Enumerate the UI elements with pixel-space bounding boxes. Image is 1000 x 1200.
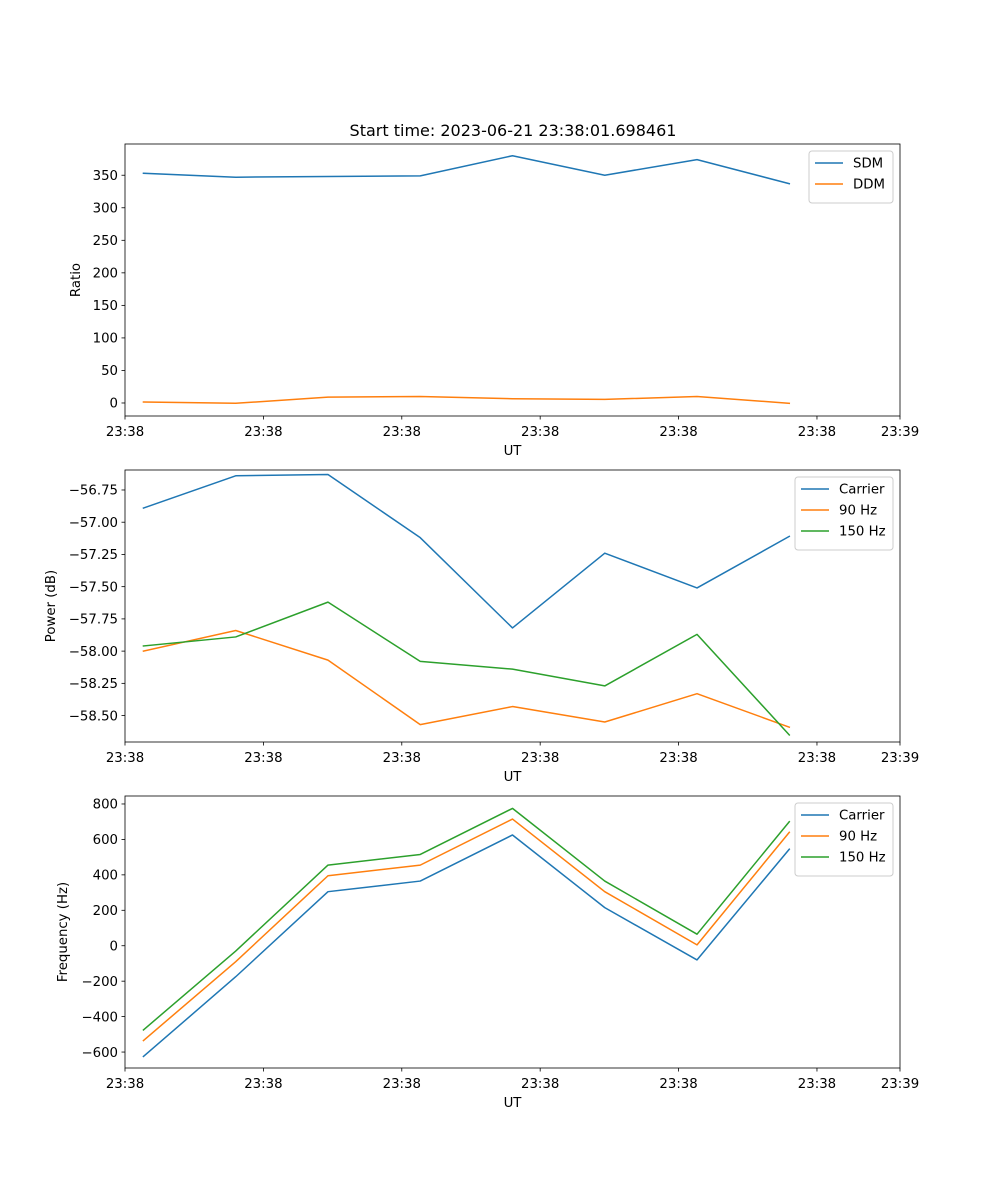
y-tick-label: −57.25 [69,548,118,563]
x-tick-label: 23:38 [659,751,697,766]
x-tick-label: 23:38 [798,751,836,766]
legend-entry: 90 Hz [839,504,877,519]
x-tick-label: 23:38 [244,751,282,766]
legend-entry: Carrier [839,483,885,498]
y-tick-label: 600 [93,833,118,848]
chart-panel-1: 23:38 23:38 23:38 23:38 23:38 23:38 23:39 0 50 10… [69,143,919,459]
chart-panel-3: 23:38 23:38 23:38 23:38 23:38 23:38 23:39 −600 −… [56,795,919,1111]
figure-title: Start time: 2023-06-21 23:38:01.698461 [350,121,677,140]
y-tick-label: 300 [93,201,118,216]
y-tick-label: 50 [101,364,118,379]
x-tick-label: 23:38 [383,1077,421,1092]
y-tick-label: 0 [110,939,118,954]
y-tick-label: −58.25 [69,677,118,692]
x-axis-label: UT [504,1096,523,1111]
x-tick-label: 23:38 [521,425,559,440]
y-tick-label: −200 [81,975,118,990]
legend-box [808,150,894,204]
legend-entry: SDM [853,157,883,172]
x-axis-label: UT [504,770,523,785]
x-tick-label: 23:38 [106,425,144,440]
x-tick-label: 23:38 [244,425,282,440]
legend-entry: 150 Hz [839,525,886,540]
axes-frame [124,143,901,417]
y-tick-label: −57.00 [69,516,118,531]
y-tick-label: 200 [93,904,118,919]
series-line-ddm [142,395,791,405]
series-line-sdm [142,154,791,185]
series-line-carrier [142,834,791,1058]
series-line-90-hz [142,818,791,1042]
y-tick-label: 800 [93,798,118,813]
y-axis-label: Power (dB) [44,570,59,642]
x-tick-label: 23:39 [881,1077,919,1092]
x-tick-label: 23:38 [383,425,421,440]
y-tick-label: 350 [93,169,118,184]
series-line-carrier [142,473,791,629]
series-line-150-hz [142,601,791,736]
y-tick-label: 0 [110,397,118,412]
x-tick-label: 23:38 [659,425,697,440]
x-tick-label: 23:38 [798,1077,836,1092]
y-tick-label: 200 [93,267,118,282]
y-tick-label: 400 [93,869,118,884]
y-axis-label: Frequency (Hz) [56,882,71,982]
series-line-150-hz [142,807,791,1031]
axes-frame [124,795,901,1069]
y-tick-label: 150 [93,299,118,314]
y-tick-label: 100 [93,332,118,347]
y-tick-label: −57.75 [69,613,118,628]
x-tick-label: 23:38 [244,1077,282,1092]
legend-entry: Carrier [839,809,885,824]
x-tick-label: 23:38 [106,1077,144,1092]
x-tick-label: 23:38 [106,751,144,766]
legend-entry: DDM [853,178,885,193]
x-tick-label: 23:38 [521,1077,559,1092]
x-tick-label: 23:38 [659,1077,697,1092]
x-tick-label: 23:38 [383,751,421,766]
x-axis-label: UT [504,444,523,459]
y-axis-label: Ratio [69,263,84,297]
series-line-90-hz [142,629,791,729]
legend: SDM DDM [808,150,894,204]
legend-entry: 90 Hz [839,830,877,845]
y-tick-label: −400 [81,1010,118,1025]
legend: Carrier 90 Hz 150 Hz [794,476,894,551]
x-tick-label: 23:38 [798,425,836,440]
legend-entry: 150 Hz [839,851,886,866]
legend: Carrier 90 Hz 150 Hz [794,802,894,877]
axes-frame [124,469,901,743]
y-tick-label: −58.50 [69,709,118,724]
y-tick-label: −57.50 [69,580,118,595]
chart-panel-2: 23:38 23:38 23:38 23:38 23:38 23:38 23:39 −58.5… [44,469,919,785]
x-tick-label: 23:39 [881,751,919,766]
x-tick-label: 23:39 [881,425,919,440]
x-tick-label: 23:38 [521,751,559,766]
y-tick-label: 250 [93,234,118,249]
y-tick-label: −58.00 [69,645,118,660]
y-tick-label: −600 [81,1046,118,1061]
y-tick-label: −56.75 [69,484,118,499]
